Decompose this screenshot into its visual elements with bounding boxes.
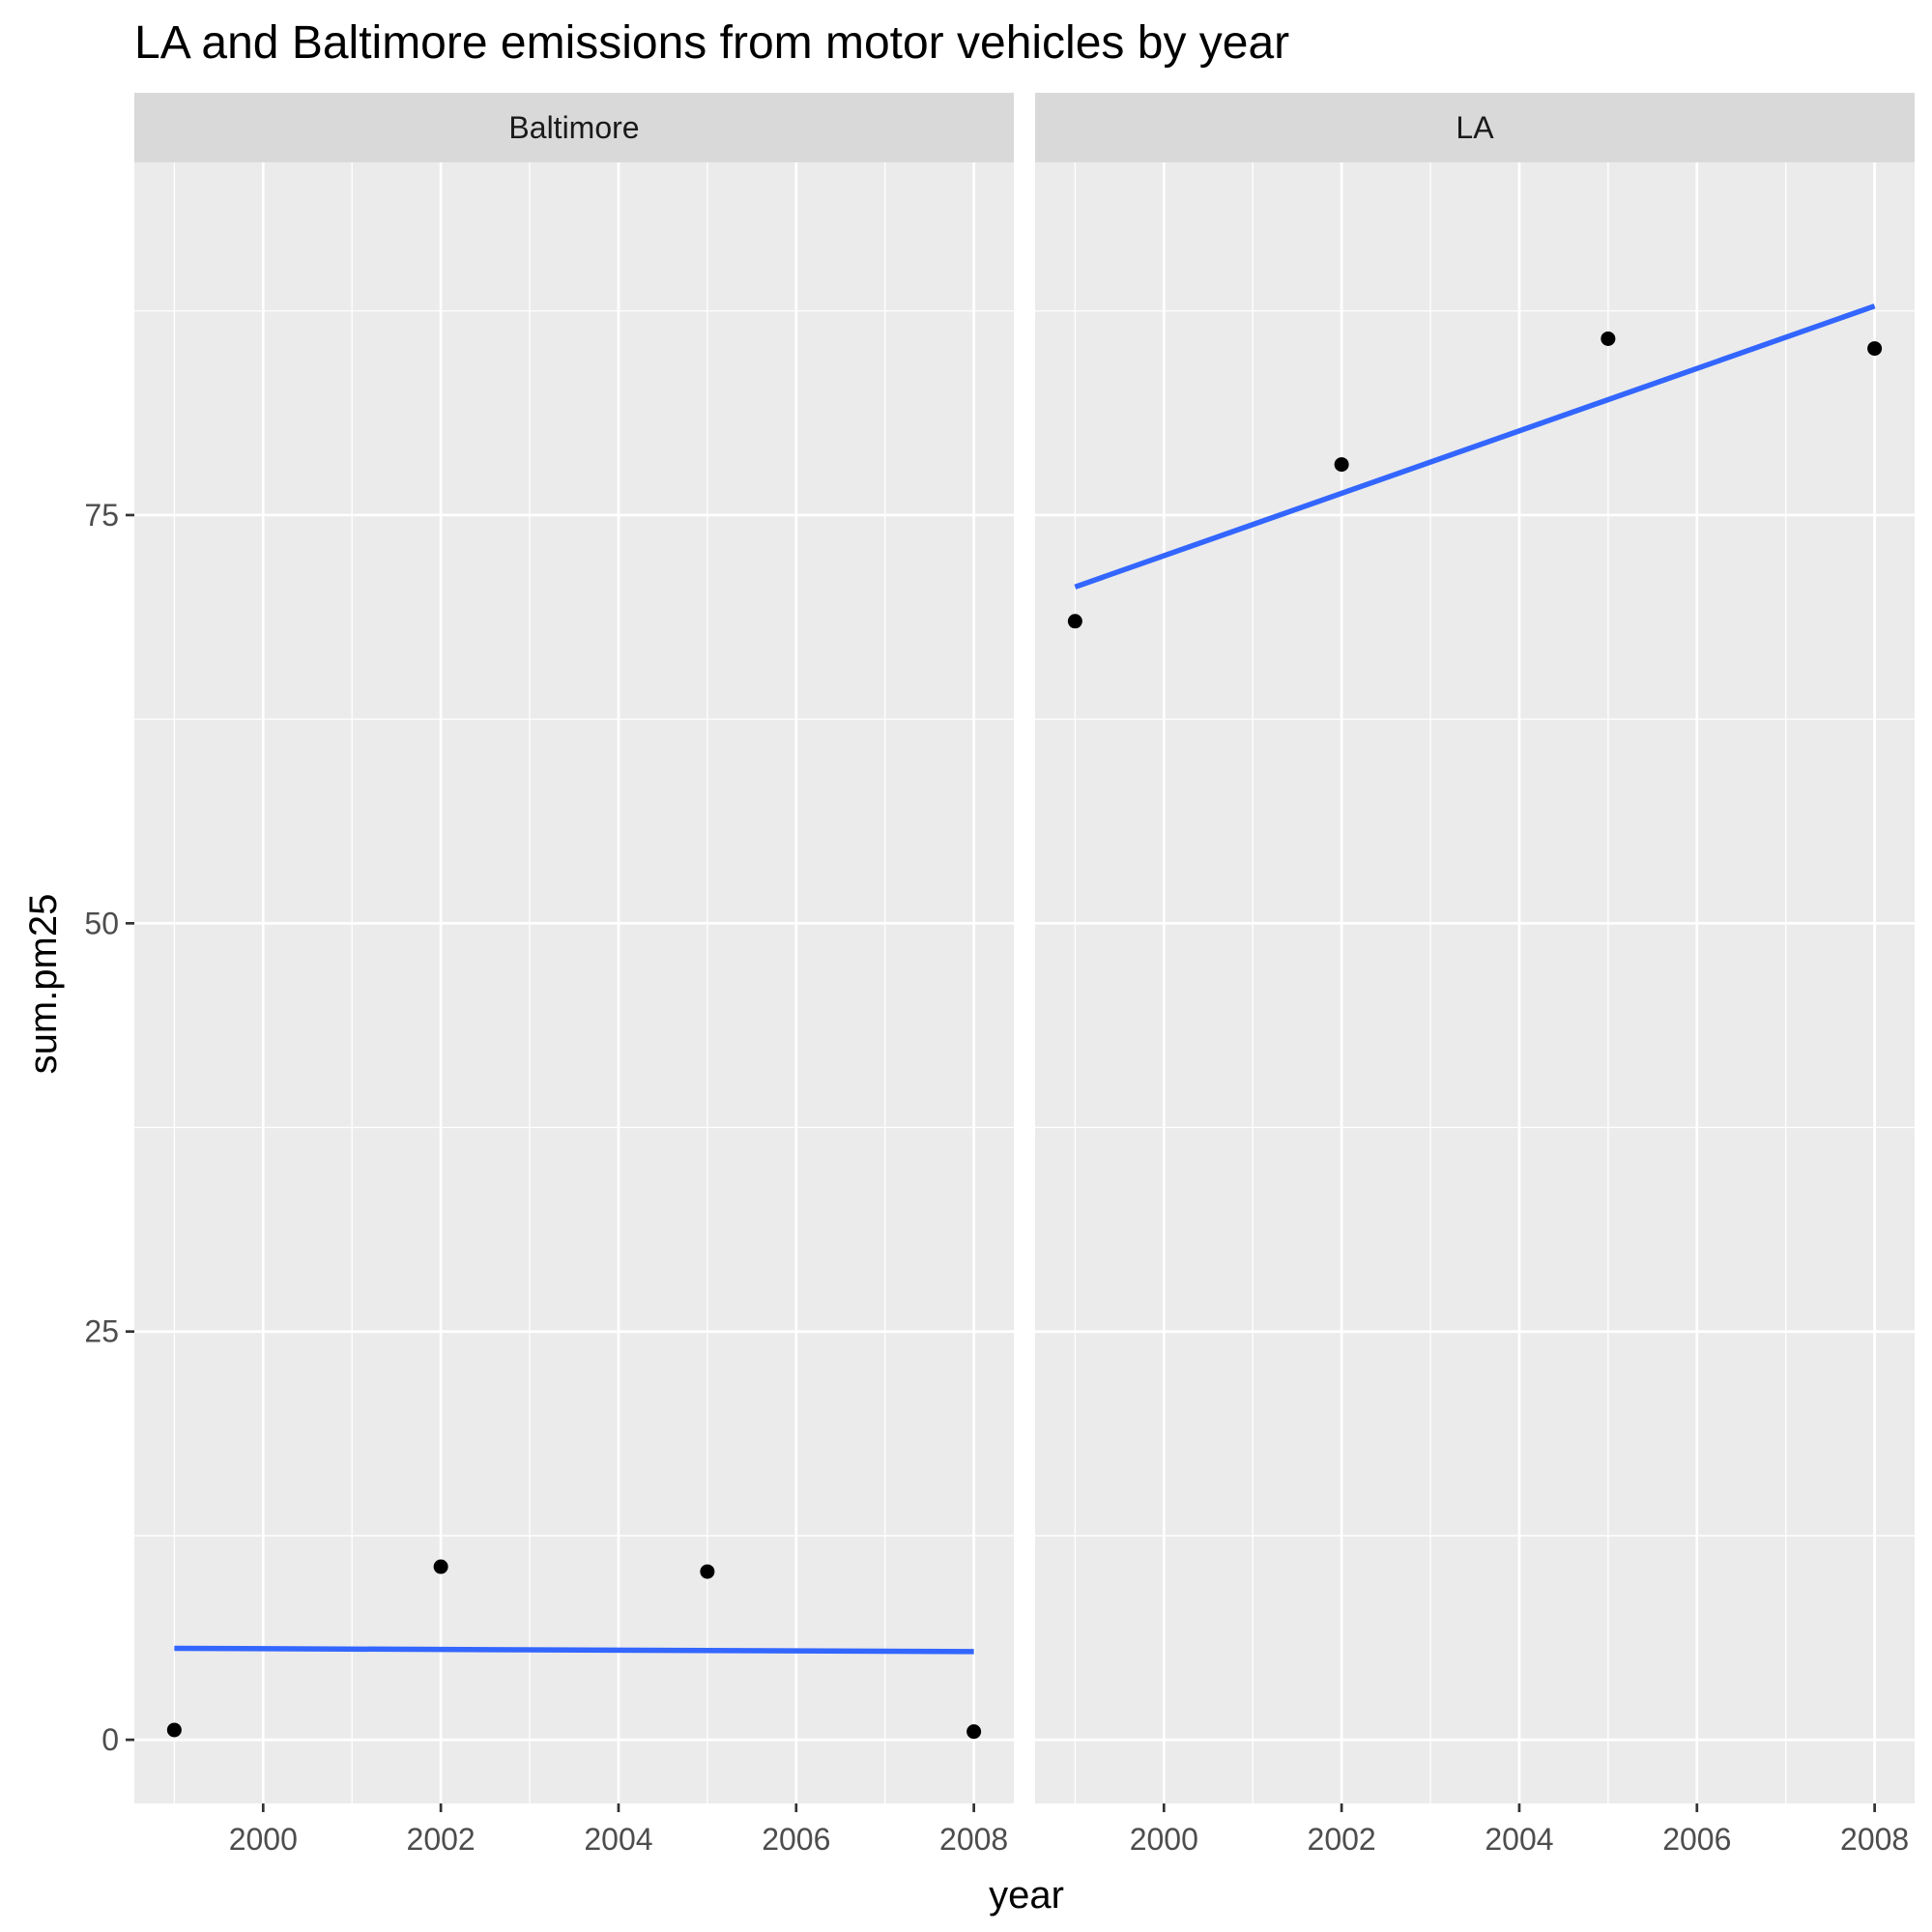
x-tick-label: 2004: [584, 1822, 652, 1857]
facet-panels: Baltimore 2000 2002 2004 2006 2008 0 25 50 75 LA 20…: [84, 93, 1915, 1857]
panel-baltimore: Baltimore 2000 2002 2004 2006 2008 0 25 50 75: [84, 93, 1014, 1857]
y-axis-title: sum.pm25: [22, 894, 65, 1075]
data-point: [1334, 457, 1349, 473]
x-tick-label: 2004: [1485, 1822, 1553, 1857]
x-tick-label: 2008: [939, 1822, 1008, 1857]
x-tick-label: 2008: [1840, 1822, 1909, 1857]
x-tick-label: 2006: [762, 1822, 830, 1857]
data-point: [1067, 614, 1082, 629]
panel-la: LA 2000 2002 2004 2006 2008: [1035, 93, 1915, 1857]
chart-title: LA and Baltimore emissions from motor ve…: [134, 17, 1289, 69]
data-point: [966, 1724, 982, 1740]
fit-line: [174, 1645, 974, 1655]
panel-background: [134, 162, 1014, 1803]
y-tick-label: 0: [101, 1722, 119, 1757]
panel-background: [1035, 162, 1915, 1803]
fit-line: [1074, 303, 1876, 590]
facet-strip: [1035, 93, 1915, 162]
x-tick-label: 2006: [1662, 1822, 1731, 1857]
y-tick-label: 50: [84, 906, 119, 940]
data-point: [433, 1559, 448, 1574]
facet-strip-label: LA: [1456, 110, 1494, 145]
y-tick-label: 25: [84, 1314, 119, 1349]
x-tick-label: 2002: [407, 1822, 476, 1857]
x-tick-label: 2000: [1130, 1822, 1198, 1857]
data-point: [700, 1564, 715, 1579]
x-axis-title: year: [989, 1874, 1064, 1917]
y-tick-label: 75: [84, 498, 119, 533]
data-point: [1600, 331, 1616, 346]
facet-strip: [134, 93, 1014, 162]
x-tick-label: 2000: [229, 1822, 298, 1857]
facet-strip-label: Baltimore: [508, 110, 639, 145]
x-tick-label: 2002: [1308, 1822, 1376, 1857]
data-point: [166, 1722, 182, 1738]
data-point: [1867, 341, 1883, 357]
